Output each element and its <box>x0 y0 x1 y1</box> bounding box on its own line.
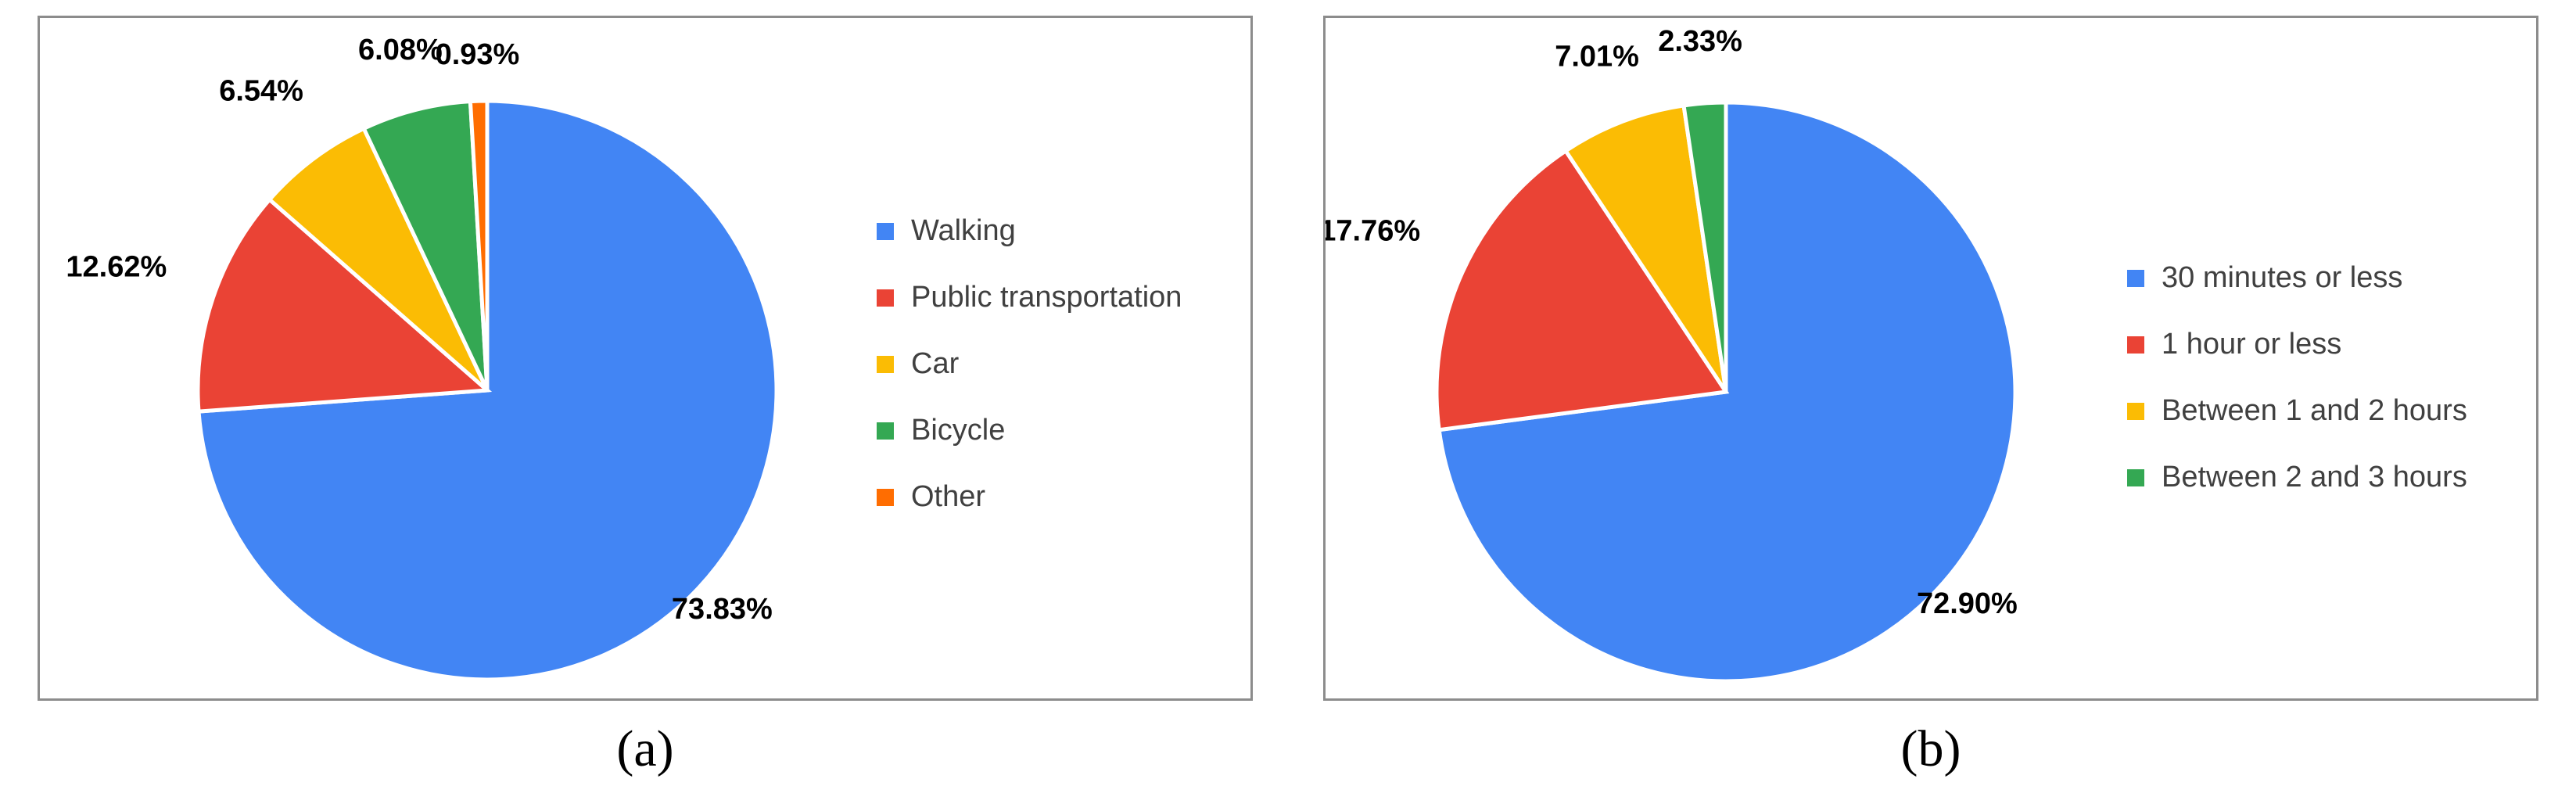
legend-item: Car <box>877 331 1182 397</box>
pie-slice-bicycle <box>361 99 490 392</box>
legend-label: Public transportation <box>911 281 1182 314</box>
legend-label: Other <box>911 480 986 513</box>
pie-chart-b: 72.90% 17.76% 7.01% 2.33% 30 minutes or les… <box>1323 16 2538 701</box>
data-label: 7.01% <box>1555 41 1639 74</box>
legend-label: 1 hour or less <box>2162 328 2342 361</box>
legend-swatch <box>2127 336 2144 354</box>
legend-swatch <box>877 488 894 506</box>
legend-label: Bicycle <box>911 414 1006 447</box>
legend-item: 1 hour or less <box>2127 311 2467 378</box>
data-label: 72.90% <box>1917 587 2018 620</box>
legend-b: 30 minutes or less 1 hour or less Between … <box>2127 245 2467 511</box>
data-label: 12.62% <box>66 250 167 283</box>
legend-item: Between 2 and 3 hours <box>2127 444 2467 511</box>
legend-swatch <box>2127 468 2144 486</box>
legend-label: 30 minutes or less <box>2162 261 2403 294</box>
legend-swatch <box>877 355 894 373</box>
legend-label: Walking <box>911 214 1016 247</box>
legend-swatch <box>877 422 894 440</box>
caption-b: (b) <box>1900 720 1961 777</box>
legend-label: Between 1 and 2 hours <box>2162 394 2467 427</box>
pie-slice-between-1-and-2-hours <box>1562 103 1728 393</box>
legend-label: Car <box>911 347 960 380</box>
pie-slice-car <box>267 125 490 392</box>
data-label: 0.93% <box>436 38 520 71</box>
data-label: 2.33% <box>1658 25 1742 58</box>
legend-item: Walking <box>877 198 1182 264</box>
data-label: 17.76% <box>1326 214 1420 247</box>
legend-item: Public transportation <box>877 264 1182 331</box>
legend-swatch <box>877 222 894 240</box>
pie-chart-a-plot: 73.83% 12.62% 6.54% 6.08%0.93% <box>66 34 779 682</box>
pie-slice-other <box>468 99 490 391</box>
legend-swatch <box>2127 269 2144 287</box>
data-label: 6.54% <box>219 75 303 108</box>
pie-slice-public-transportation <box>196 196 493 414</box>
caption-a: (a) <box>616 720 674 777</box>
data-label: 6.08% <box>358 34 443 66</box>
legend-item: Other <box>877 464 1182 530</box>
data-label: 73.83% <box>672 593 773 626</box>
legend-a: Walking Public transportation Car Bicycle Ot… <box>877 198 1182 530</box>
pie-chart-a: 73.83% 12.62% 6.54% 6.08% 0.93% Walking Publi… <box>38 16 1253 701</box>
legend-swatch <box>877 289 894 307</box>
legend-swatch <box>2127 402 2144 420</box>
legend-item: Between 1 and 2 hours <box>2127 378 2467 444</box>
legend-label: Between 2 and 3 hours <box>2162 461 2467 494</box>
pie-chart-b-plot: 72.90% 17.76% 7.01% 2.33% <box>1326 25 2018 684</box>
pie-slice-between-2-and-3-hours <box>1681 100 1728 393</box>
legend-item: Bicycle <box>877 397 1182 464</box>
legend-item: 30 minutes or less <box>2127 245 2467 311</box>
pie-slice-1-hour-or-less <box>1434 148 1730 433</box>
